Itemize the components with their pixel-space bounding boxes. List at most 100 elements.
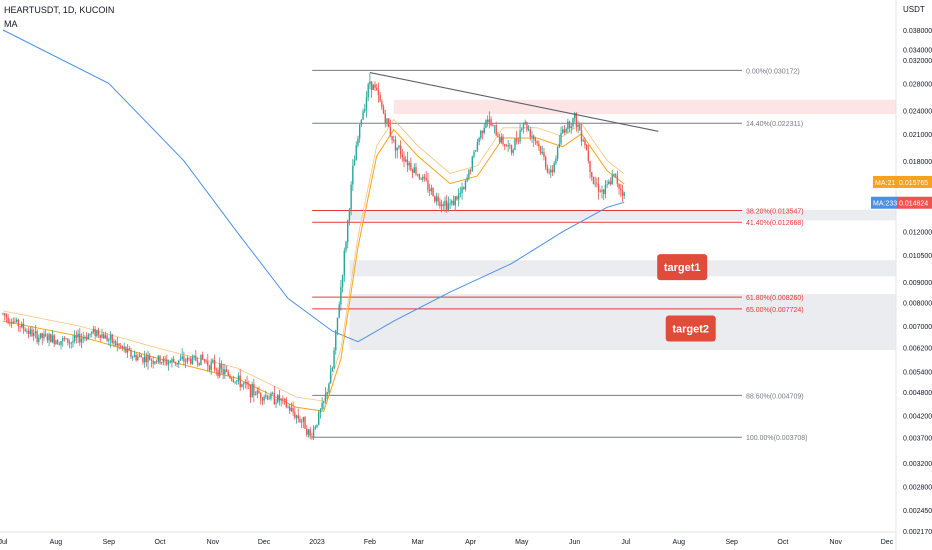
candle-body: [256, 390, 258, 395]
candle-body: [113, 341, 115, 343]
candle-body: [273, 393, 276, 405]
candle-body: [232, 379, 235, 382]
candle-body: [606, 184, 608, 186]
candle-body: [217, 370, 219, 377]
candle-body: [565, 128, 567, 133]
trendline-layer[interactable]: [369, 71, 659, 132]
candle-body: [70, 342, 72, 344]
candle-body: [381, 101, 383, 108]
candle-body: [82, 337, 84, 339]
candle-body: [292, 407, 294, 413]
candle-body: [198, 362, 200, 366]
candle-body: [434, 196, 436, 202]
candle-body: [85, 336, 88, 340]
candle-body: [335, 330, 337, 351]
candle-body: [430, 188, 433, 192]
candle-body: [323, 401, 325, 403]
candle-body: [75, 335, 78, 338]
candle-body: [43, 333, 45, 339]
candle-body: [154, 361, 156, 364]
candle-body: [15, 319, 18, 322]
candle-body: [362, 111, 364, 120]
candle-body: [65, 338, 67, 340]
candle-body: [358, 124, 361, 139]
candle-body: [575, 113, 578, 127]
candle-body: [159, 355, 161, 364]
candle-body: [416, 174, 419, 176]
candle-body: [370, 81, 373, 91]
candle-body: [179, 358, 182, 361]
price-tick-label: 0.009000: [903, 280, 932, 287]
candle-body: [355, 145, 357, 161]
candle-body: [415, 167, 417, 175]
last-price-text: 0.014824: [899, 201, 928, 208]
candle-body: [476, 142, 479, 151]
candle-body: [167, 362, 170, 365]
candle-body: [125, 346, 127, 353]
candle-body: [60, 341, 62, 345]
candle-body: [299, 418, 301, 422]
candle-body: [94, 328, 96, 337]
time-axis[interactable]: Jul Aug Sep Oct Nov Dec 2023 Feb Mar Apr May Jun Jul…: [0, 539, 894, 546]
candle-body: [225, 369, 228, 372]
candle-body: [79, 333, 81, 343]
candle-body: [611, 175, 613, 185]
target-label: target2: [672, 324, 709, 336]
candle-body: [21, 323, 23, 328]
candle-body: [44, 333, 47, 336]
candle-body: [515, 138, 518, 142]
time-tick-label: Aug: [50, 539, 63, 546]
candle-body: [288, 406, 291, 411]
candle-body: [510, 145, 513, 153]
candle-body: [616, 175, 619, 185]
candle-body: [577, 124, 579, 127]
candle-body: [423, 176, 426, 178]
candle-body: [131, 356, 134, 358]
candle-body: [56, 340, 59, 345]
time-tick-label: Jul: [0, 539, 8, 546]
candle-body: [623, 192, 625, 196]
candle-body: [227, 371, 229, 376]
candle-body: [592, 176, 595, 184]
candle-body: [533, 135, 535, 139]
resistance-trendline[interactable]: [369, 71, 659, 132]
candle-body: [403, 157, 405, 162]
candle-body: [321, 402, 323, 410]
candle-body: [67, 338, 69, 343]
candle-body: [166, 359, 168, 365]
candle-body: [353, 160, 356, 166]
candle-body: [282, 398, 284, 400]
candle-body: [39, 333, 42, 338]
candle-body: [406, 159, 409, 166]
candle-body: [80, 338, 83, 343]
candle-body: [316, 424, 318, 427]
candle-body: [469, 170, 472, 172]
candle-body: [215, 369, 218, 371]
candle-body: [48, 334, 50, 341]
candle-body: [521, 128, 523, 131]
candle-body: [568, 121, 571, 129]
candle-body: [538, 143, 540, 147]
price-tick-label: 0.024000: [903, 108, 932, 115]
candle-body: [524, 122, 526, 124]
candle-body: [297, 415, 299, 419]
candle-body: [278, 394, 281, 401]
candle-body: [582, 140, 584, 142]
price-tick-label: 0.004200: [903, 413, 932, 420]
candle-body: [594, 183, 596, 185]
candle-body: [213, 360, 216, 370]
candle-body: [483, 127, 485, 133]
fib-label: 65.00%(0.007724): [746, 307, 804, 314]
candle-body: [96, 330, 98, 337]
candle-body: [126, 348, 129, 353]
candle-body: [143, 356, 146, 363]
candle-body: [620, 188, 622, 191]
candle-body: [285, 399, 287, 408]
candle-body: [254, 394, 257, 396]
candle-body: [92, 328, 95, 333]
candle-body: [181, 356, 183, 359]
candle-body: [329, 371, 332, 384]
candle-body: [249, 385, 252, 398]
candle-body: [567, 121, 569, 129]
